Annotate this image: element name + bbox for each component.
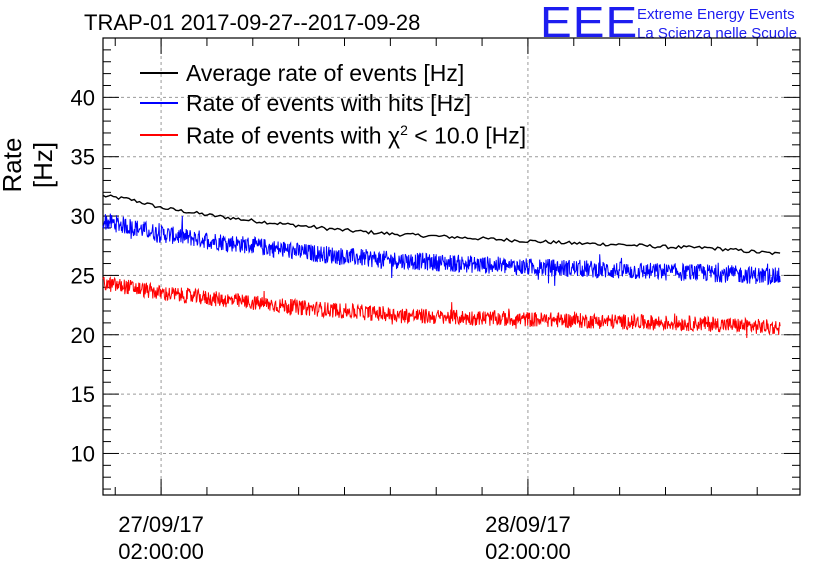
plot-frame: [102, 37, 801, 496]
series-line-chi2: [102, 276, 781, 339]
series-line-hits: [102, 213, 781, 286]
y-tick-label: 10: [71, 441, 95, 466]
x-tick-date-label: 28/09/17: [485, 512, 571, 537]
y-tick-label: 30: [71, 204, 95, 229]
legend-swatch-chi2: [140, 134, 178, 136]
y-tick-label: 40: [71, 85, 95, 110]
legend-label-average: Average rate of events [Hz]: [186, 60, 465, 86]
x-tick-time-label: 02:00:00: [485, 539, 571, 564]
y-tick-label: 35: [71, 145, 95, 170]
x-tick-time-label: 02:00:00: [118, 539, 204, 564]
legend-label-hits: Rate of events with hits [Hz]: [186, 90, 472, 116]
logo-line-1: Extreme Energy Events: [637, 6, 795, 23]
chart-title: TRAP-01 2017-09-27--2017-09-28: [84, 10, 421, 35]
legend-label-chi2: Rate of events with χ2 < 10.0 [Hz]: [186, 122, 526, 150]
y-tick-label: 25: [71, 263, 95, 288]
x-tick-date-label: 27/09/17: [118, 512, 204, 537]
eee-logo-letters: EEE: [540, 0, 639, 47]
legend-swatch-average: [140, 72, 178, 74]
series-line-average: [102, 194, 781, 256]
y-tick-label: 20: [71, 323, 95, 348]
legend-chi2-prefix: Rate of events with χ: [186, 122, 401, 149]
y-tick-label: 15: [71, 382, 95, 407]
legend-swatch-hits: [140, 102, 178, 104]
legend-chi2-superscript: 2: [400, 122, 408, 138]
legend-chi2-suffix: < 10.0 [Hz]: [407, 122, 527, 149]
